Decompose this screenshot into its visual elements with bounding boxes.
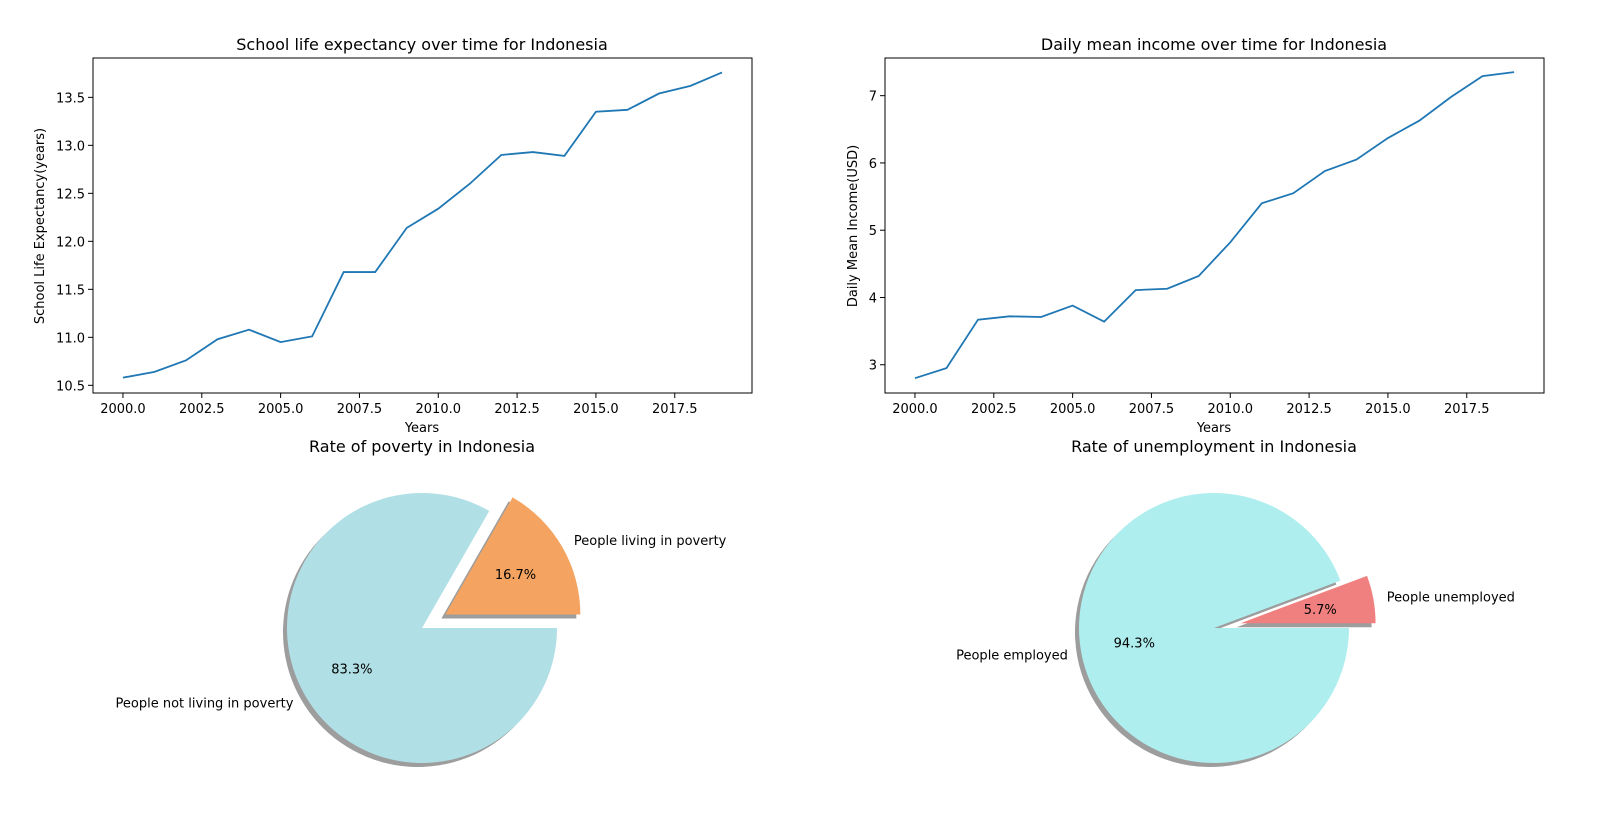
chart-title: School life expectancy over time for Ind… (236, 35, 608, 54)
x-tick-label: 2005.0 (258, 402, 304, 417)
pie-slice-label: People unemployed (1387, 591, 1515, 606)
x-axis-label: Years (1196, 421, 1232, 436)
y-tick-label: 12.5 (56, 187, 85, 202)
plot-frame (884, 57, 1545, 394)
chart-title: Rate of unemployment in Indonesia (1071, 437, 1357, 456)
x-tick-label: 2007.5 (1129, 402, 1175, 417)
pie-slice-label: People not living in poverty (116, 696, 294, 711)
y-axis-label: Daily Mean Income(USD) (846, 145, 861, 307)
x-tick-label: 2000.0 (892, 402, 938, 417)
y-tick-label: 13.5 (56, 91, 85, 106)
x-tick-label: 2007.5 (337, 402, 383, 417)
y-tick-label: 5 (869, 224, 877, 239)
chart-title: Rate of poverty in Indonesia (309, 437, 535, 456)
school-life-expectancy-chart: School life expectancy over time for Ind… (33, 35, 753, 436)
pie-slice-label: People living in poverty (574, 534, 727, 549)
x-tick-label: 2012.5 (1286, 402, 1332, 417)
pie-percent-label: 5.7% (1304, 603, 1337, 618)
x-tick-label: 2010.0 (416, 402, 462, 417)
x-axis-label: Years (404, 421, 440, 436)
y-tick-label: 12.0 (56, 235, 85, 250)
x-tick-label: 2000.0 (100, 402, 146, 417)
x-tick-label: 2010.0 (1208, 402, 1254, 417)
x-tick-label: 2017.5 (652, 402, 698, 417)
y-tick-label: 3 (869, 359, 877, 374)
y-tick-label: 6 (869, 157, 877, 172)
y-tick-label: 10.5 (56, 379, 85, 394)
x-tick-label: 2005.0 (1050, 402, 1096, 417)
y-tick-label: 11.0 (56, 331, 85, 346)
x-tick-label: 2015.0 (573, 402, 619, 417)
x-tick-label: 2012.5 (494, 402, 540, 417)
unemployment-pie-chart: Rate of unemployment in Indonesia 5.7% Pe… (956, 437, 1515, 768)
chart-title: Daily mean income over time for Indonesi… (1041, 35, 1387, 54)
y-axis-label: School Life Expectancy(years) (33, 128, 48, 324)
y-tick-label: 13.0 (56, 139, 85, 154)
x-tick-label: 2002.5 (971, 402, 1017, 417)
series-line (122, 71, 723, 379)
pie-slice (1078, 493, 1349, 764)
pie-percent-label: 83.3% (331, 663, 372, 678)
pie-slice (1240, 575, 1376, 624)
pie-percent-label: 16.7% (495, 568, 536, 583)
y-tick-label: 11.5 (56, 283, 85, 298)
pie-percent-label: 94.3% (1114, 636, 1155, 651)
series-line (914, 71, 1515, 380)
pie-slice-label: People employed (956, 648, 1068, 663)
daily-mean-income-chart: Daily mean income over time for Indonesi… (846, 35, 1545, 436)
x-tick-label: 2017.5 (1444, 402, 1490, 417)
y-tick-label: 7 (869, 90, 877, 105)
plot-frame (92, 57, 753, 394)
y-tick-label: 4 (869, 291, 877, 306)
x-tick-label: 2015.0 (1365, 402, 1411, 417)
poverty-pie-chart: Rate of poverty in Indonesia 16.7% People… (116, 437, 727, 768)
pie-slice (445, 497, 581, 615)
pie-slice (287, 493, 557, 764)
x-tick-label: 2002.5 (179, 402, 225, 417)
